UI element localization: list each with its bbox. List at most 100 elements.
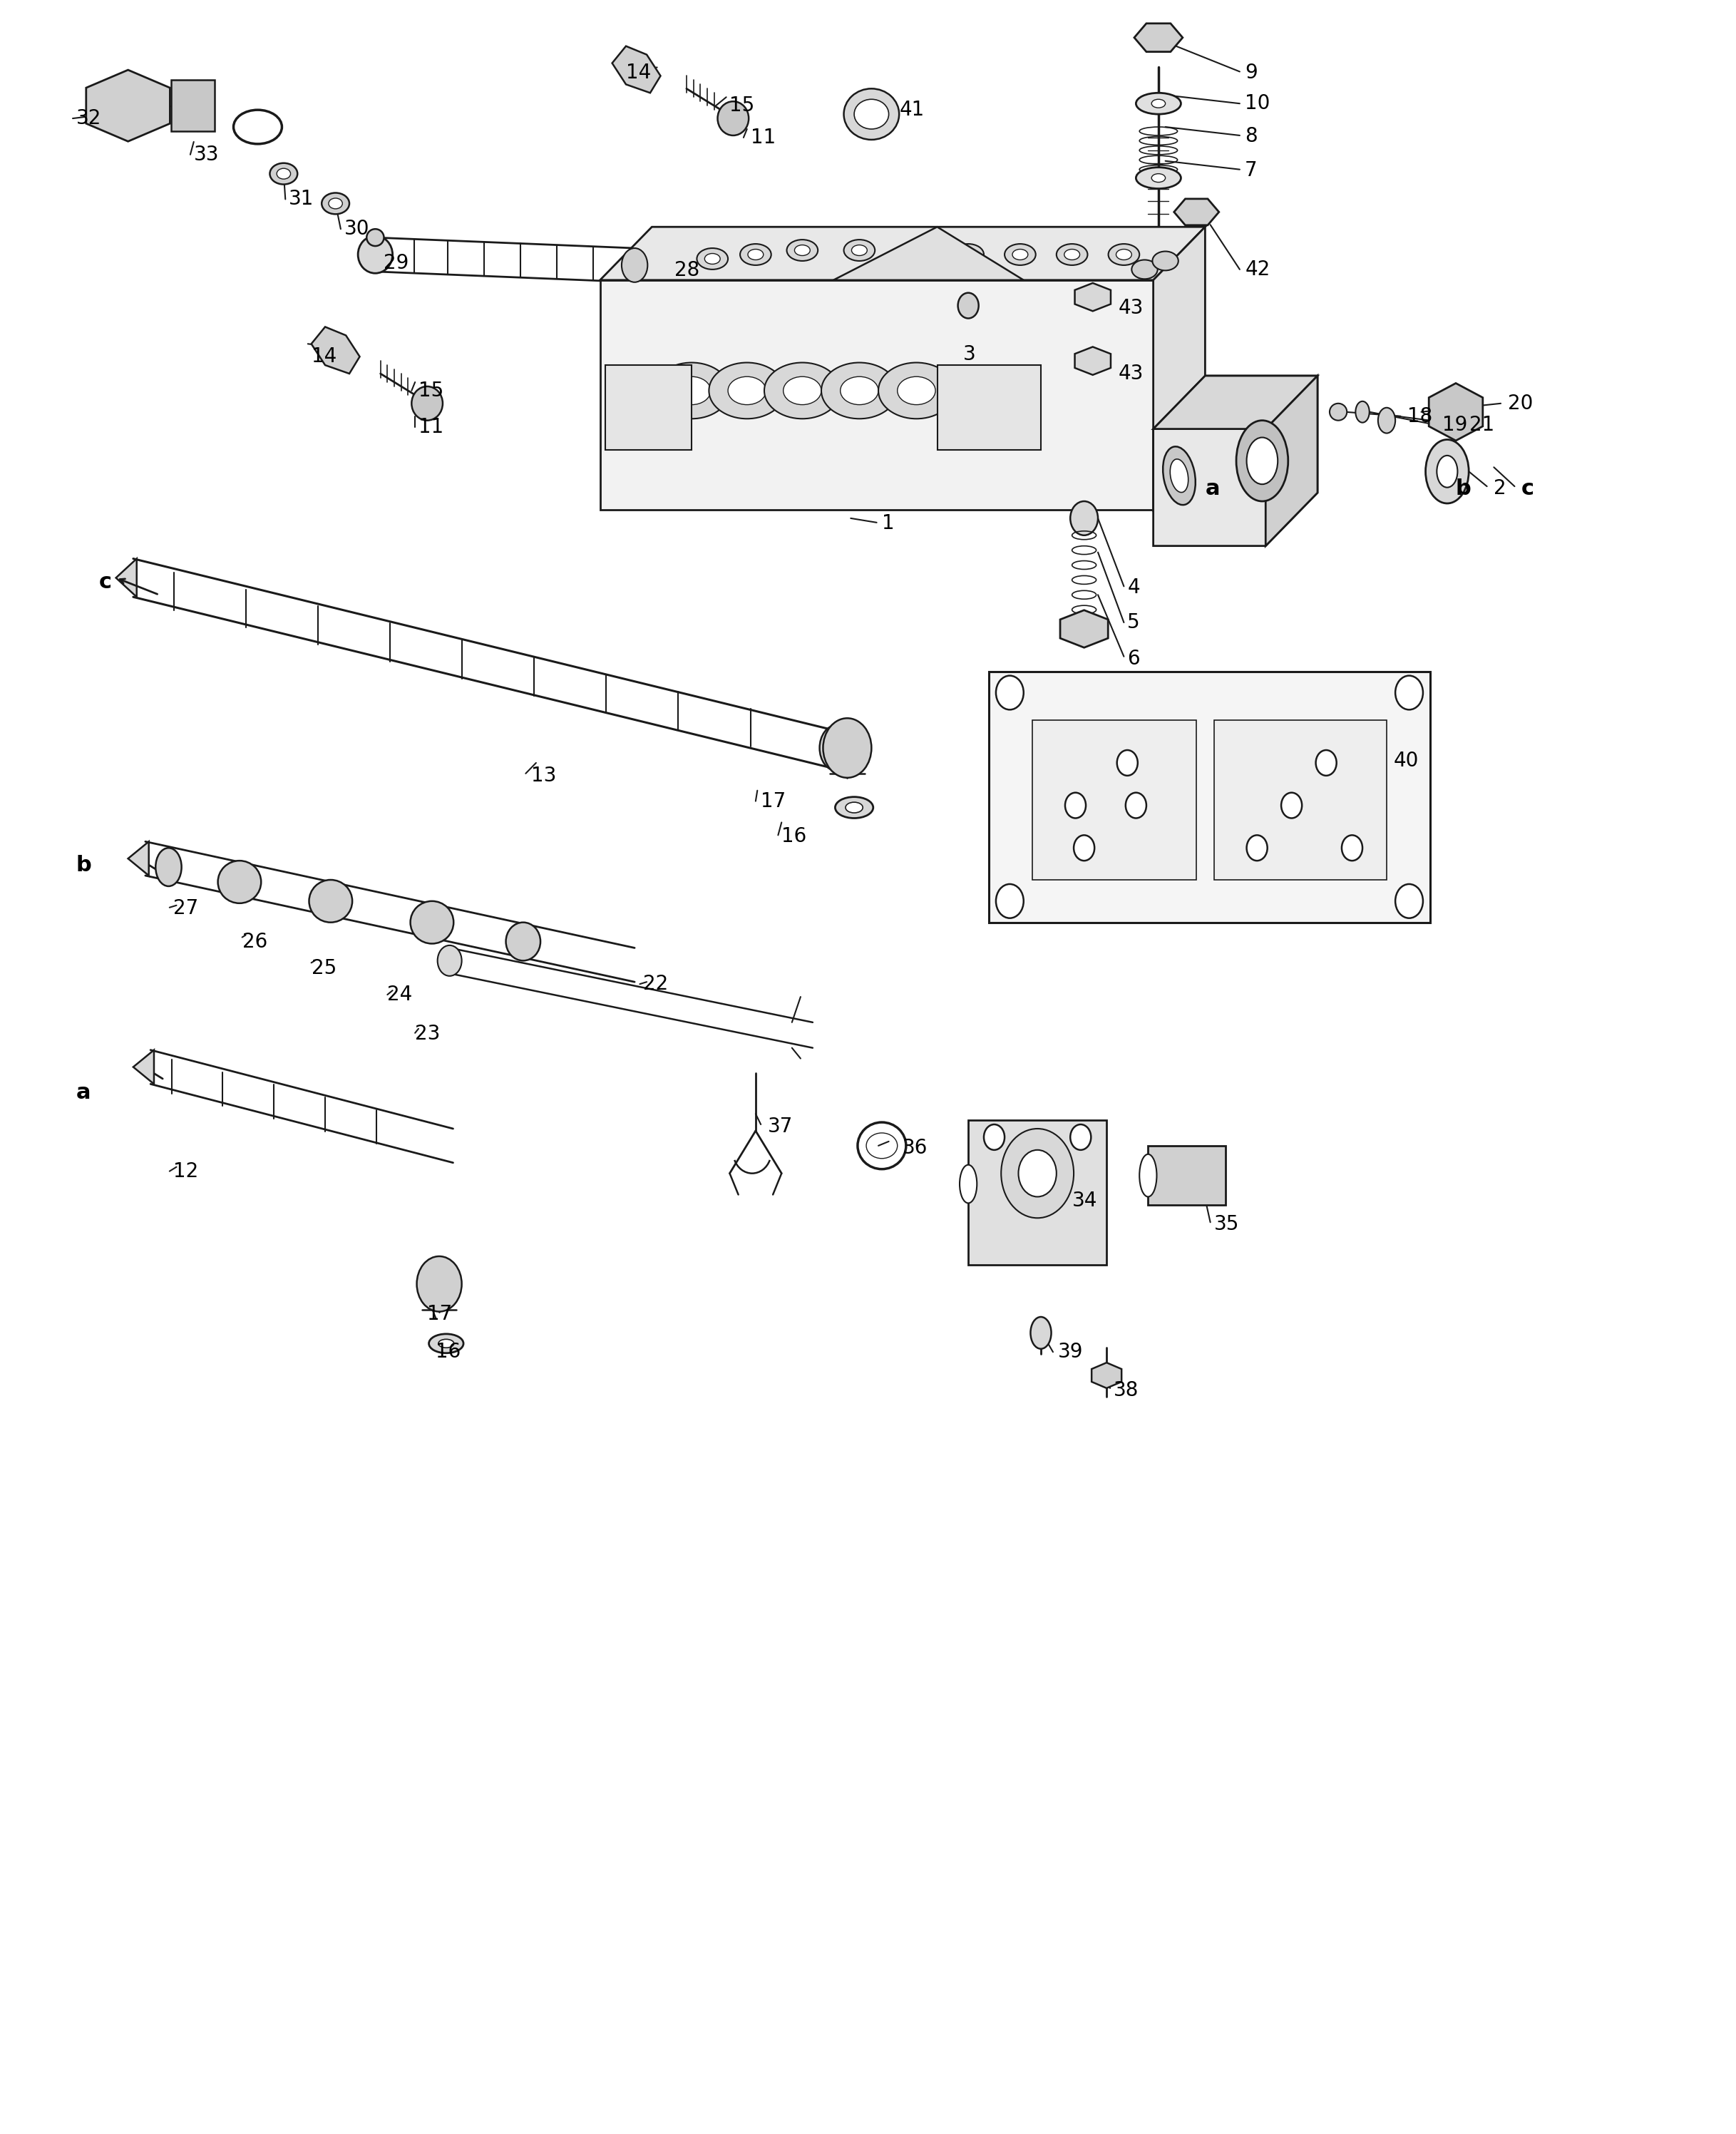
Ellipse shape (696, 248, 727, 269)
Polygon shape (1134, 23, 1182, 51)
Ellipse shape (727, 376, 766, 405)
Text: 26: 26 (241, 933, 267, 952)
Text: 22: 22 (644, 973, 668, 994)
Ellipse shape (708, 363, 785, 418)
Ellipse shape (1139, 1154, 1156, 1197)
Text: 24: 24 (387, 984, 413, 1005)
Ellipse shape (898, 376, 936, 405)
Text: 11: 11 (750, 128, 776, 147)
Ellipse shape (1012, 250, 1028, 260)
Text: 17: 17 (760, 792, 786, 811)
Ellipse shape (309, 879, 352, 922)
Ellipse shape (1246, 437, 1278, 484)
Ellipse shape (1135, 94, 1180, 113)
Ellipse shape (1425, 440, 1469, 504)
Polygon shape (1429, 384, 1483, 440)
Ellipse shape (1378, 408, 1396, 433)
Bar (1147, 1146, 1226, 1206)
Circle shape (1075, 834, 1094, 860)
Bar (1213, 721, 1387, 879)
Circle shape (958, 292, 979, 318)
Ellipse shape (1170, 459, 1187, 493)
Text: 16: 16 (436, 1342, 462, 1361)
Ellipse shape (411, 386, 443, 420)
Text: 43: 43 (1118, 363, 1144, 384)
Polygon shape (1153, 376, 1318, 546)
Ellipse shape (717, 102, 748, 134)
Circle shape (984, 1125, 1005, 1150)
Polygon shape (128, 841, 149, 875)
Polygon shape (1174, 198, 1219, 226)
Bar (606, 365, 691, 450)
Polygon shape (1061, 610, 1108, 647)
Circle shape (1316, 749, 1337, 775)
Text: 16: 16 (781, 826, 807, 847)
Text: 35: 35 (1213, 1214, 1240, 1233)
Text: 20: 20 (1507, 393, 1533, 414)
Text: 3: 3 (963, 344, 976, 365)
Text: 13: 13 (531, 766, 556, 785)
Text: 32: 32 (76, 109, 101, 128)
Text: 12: 12 (174, 1161, 198, 1182)
Polygon shape (1153, 376, 1318, 429)
Ellipse shape (819, 726, 854, 770)
Ellipse shape (960, 1165, 977, 1204)
Ellipse shape (1031, 1317, 1052, 1349)
Ellipse shape (1005, 243, 1036, 265)
Text: 41: 41 (899, 100, 924, 120)
Circle shape (1246, 834, 1267, 860)
Text: a: a (1205, 478, 1220, 499)
Ellipse shape (276, 169, 290, 179)
Text: 7: 7 (1245, 160, 1257, 181)
Text: 1: 1 (882, 514, 894, 534)
Circle shape (1066, 792, 1085, 817)
Text: 37: 37 (767, 1116, 793, 1137)
Circle shape (1396, 676, 1424, 711)
Text: c: c (1521, 478, 1535, 499)
Ellipse shape (1057, 243, 1087, 265)
Ellipse shape (328, 198, 342, 209)
Text: 17: 17 (427, 1304, 453, 1323)
Ellipse shape (505, 922, 540, 960)
Ellipse shape (672, 376, 710, 405)
Text: 8: 8 (1245, 126, 1257, 147)
Ellipse shape (1132, 260, 1158, 280)
Bar (969, 1120, 1106, 1265)
Ellipse shape (1163, 446, 1196, 506)
Text: 5: 5 (1127, 612, 1141, 632)
Text: 36: 36 (903, 1137, 927, 1159)
Text: 19: 19 (1443, 414, 1467, 435)
Text: 31: 31 (288, 190, 314, 209)
Ellipse shape (621, 248, 648, 282)
Ellipse shape (1356, 401, 1370, 423)
Text: 27: 27 (174, 898, 198, 918)
Text: 14: 14 (311, 346, 337, 367)
Text: c: c (99, 572, 111, 593)
Ellipse shape (705, 254, 720, 265)
Ellipse shape (844, 90, 899, 139)
Ellipse shape (845, 802, 863, 813)
Text: 2: 2 (1495, 478, 1507, 499)
Ellipse shape (1153, 252, 1179, 271)
Ellipse shape (740, 243, 771, 265)
Text: 25: 25 (311, 958, 337, 977)
Bar (172, 81, 215, 130)
Polygon shape (1075, 284, 1111, 312)
Ellipse shape (878, 363, 955, 418)
Circle shape (1342, 834, 1363, 860)
Polygon shape (87, 70, 170, 141)
Text: 40: 40 (1394, 751, 1418, 770)
Ellipse shape (1151, 173, 1165, 181)
Ellipse shape (269, 162, 297, 184)
Ellipse shape (410, 901, 453, 943)
Circle shape (1281, 792, 1302, 817)
Ellipse shape (821, 363, 898, 418)
Text: 29: 29 (384, 254, 410, 273)
Ellipse shape (854, 100, 889, 128)
Ellipse shape (439, 1340, 453, 1349)
Ellipse shape (764, 363, 840, 418)
Polygon shape (311, 327, 359, 373)
Ellipse shape (1330, 403, 1347, 420)
Text: 10: 10 (1245, 94, 1271, 113)
Ellipse shape (366, 228, 384, 245)
